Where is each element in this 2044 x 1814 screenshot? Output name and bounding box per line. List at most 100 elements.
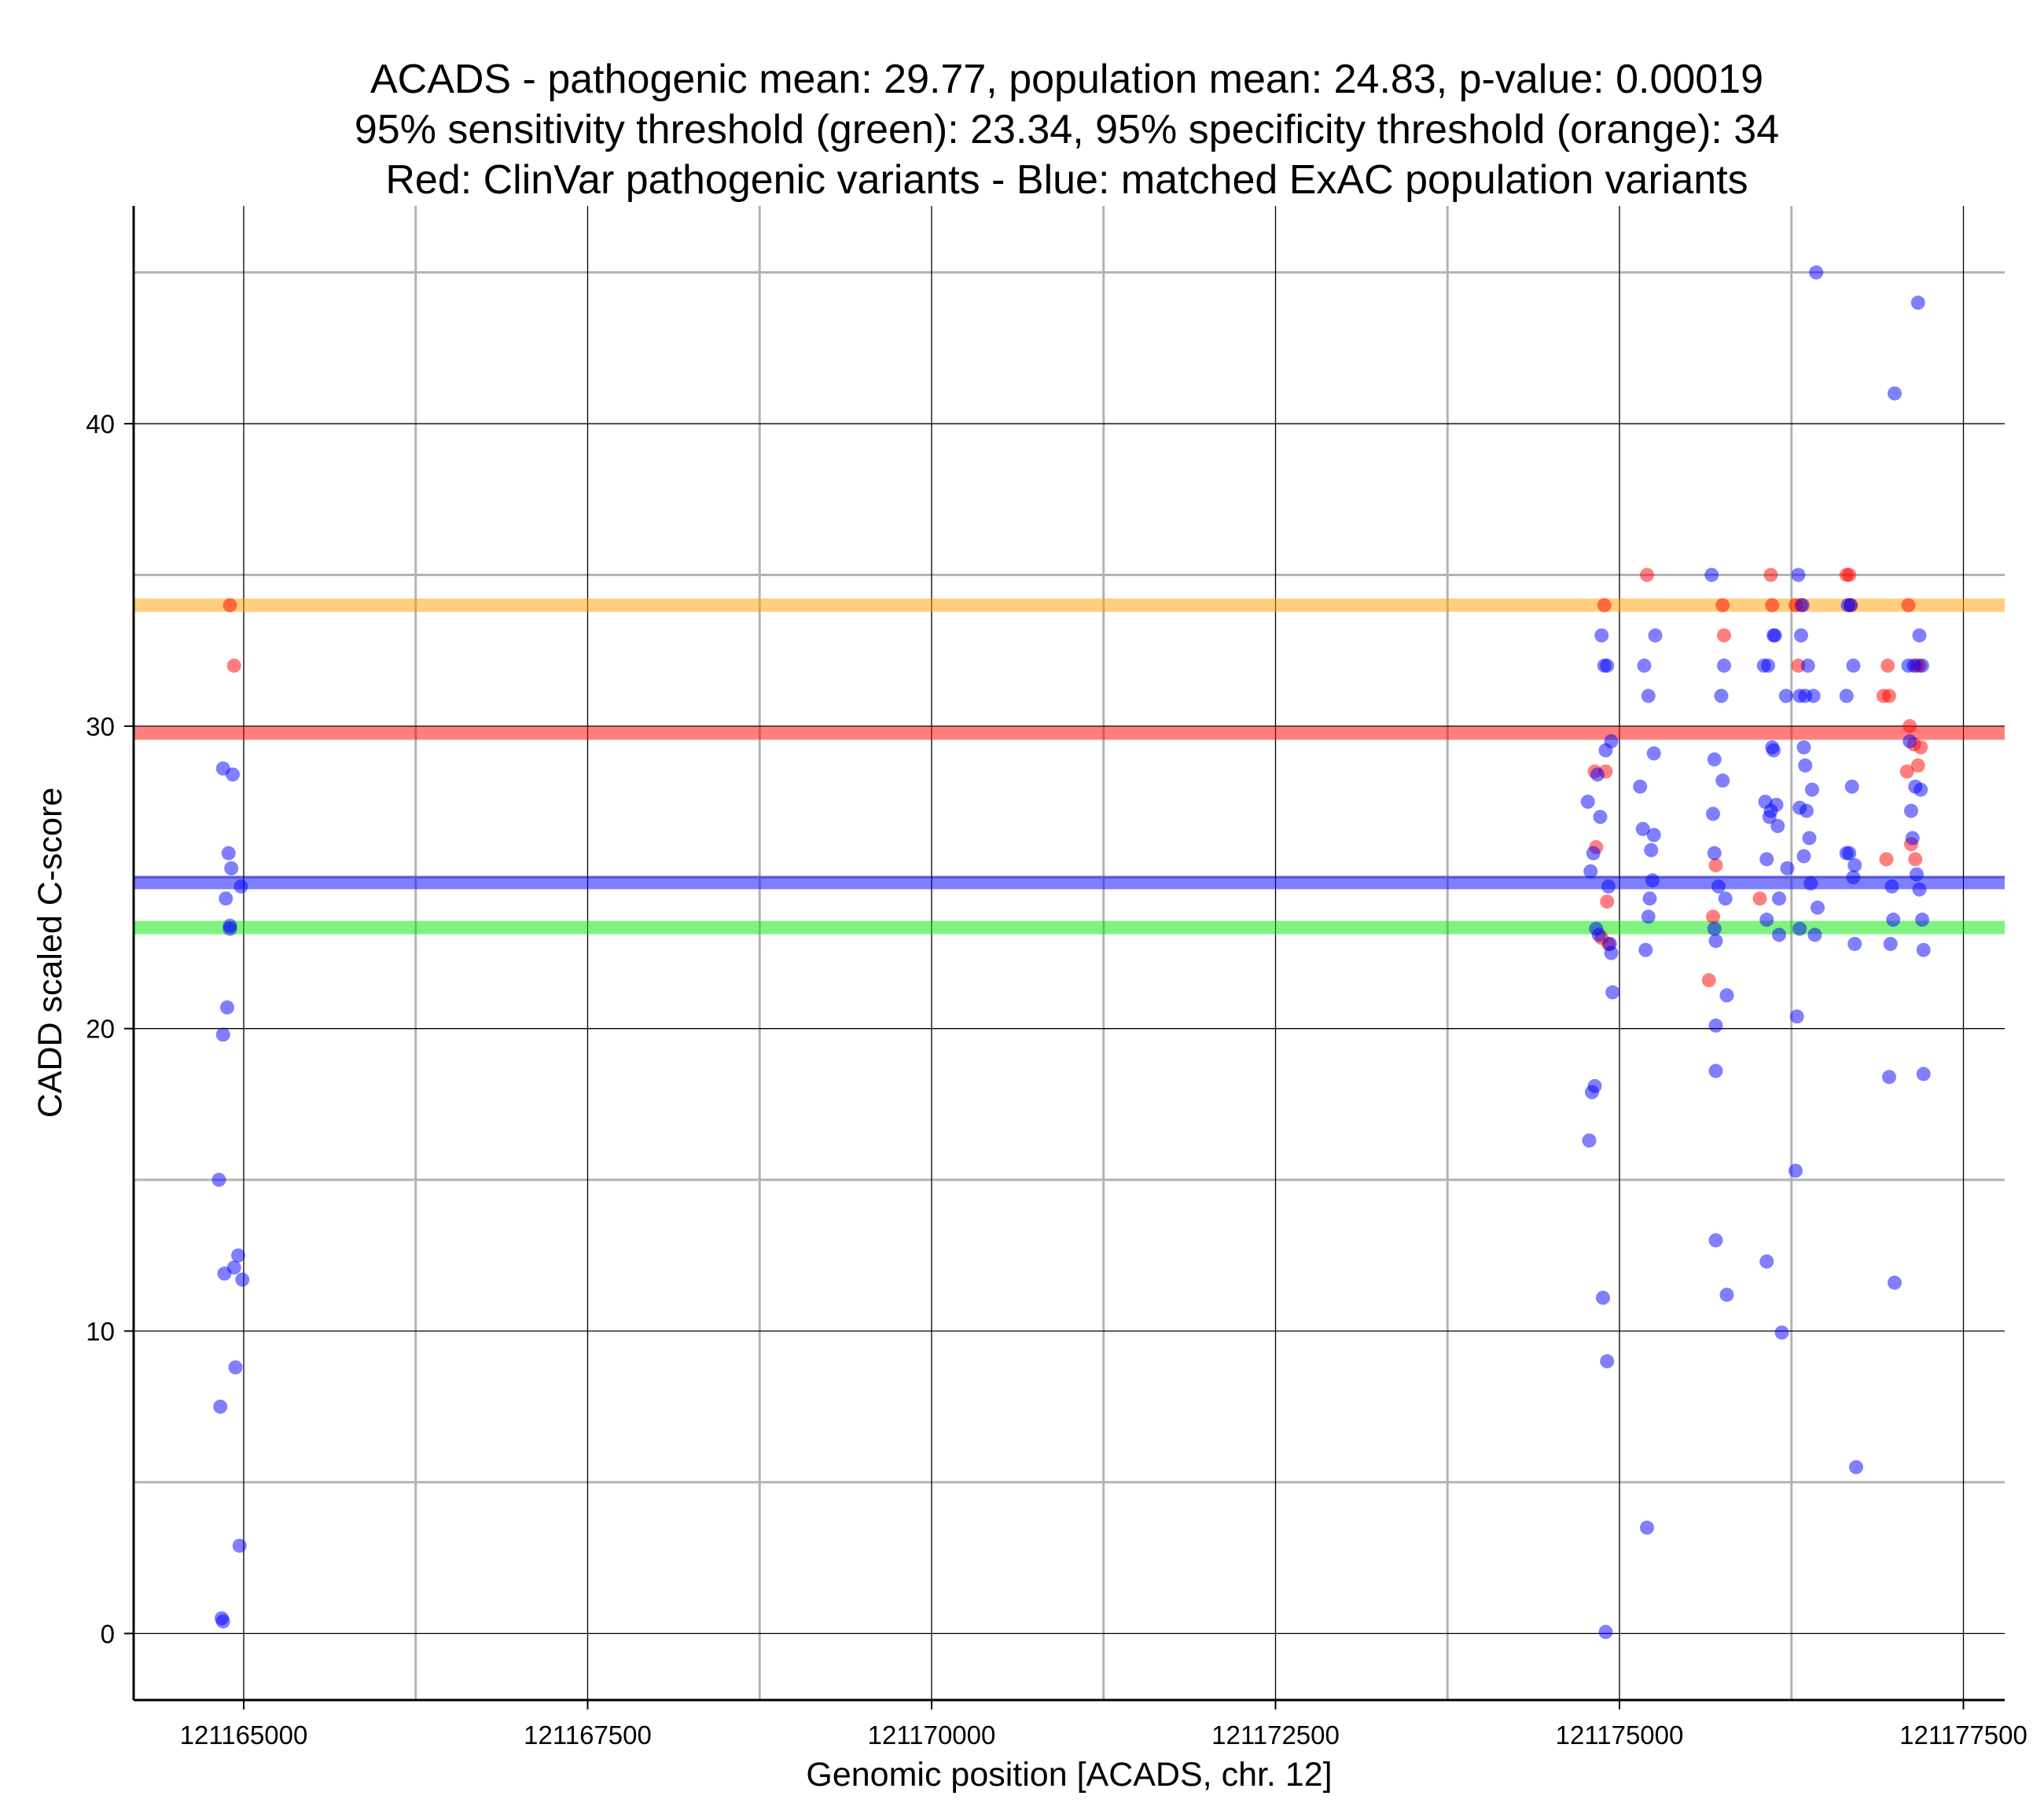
population-point: [1847, 936, 1862, 951]
population-point: [1910, 867, 1924, 882]
population-point: [1644, 843, 1659, 857]
population-point: [1719, 1287, 1734, 1302]
population-point: [232, 1538, 247, 1553]
population-point: [1842, 846, 1857, 861]
y-axis-ticks: 0 10 20 30 40: [86, 409, 134, 1648]
population-point: [1600, 1354, 1615, 1369]
population-point: [228, 1360, 243, 1375]
population-point: [1774, 1325, 1789, 1340]
population-point: [215, 1027, 230, 1042]
population-point: [1916, 942, 1931, 957]
population-point: [235, 1272, 250, 1287]
x-axis-title: Genomic position [ACADS, chr. 12]: [806, 1756, 1332, 1794]
population-point: [1800, 658, 1815, 673]
population-point: [1598, 1625, 1613, 1640]
population-point: [224, 861, 239, 876]
population-point: [1604, 734, 1619, 749]
pathogenic-point: [1899, 764, 1914, 779]
population-point: [1604, 946, 1619, 960]
population-point: [1915, 658, 1929, 673]
population-point: [1645, 873, 1660, 888]
population-point: [1791, 567, 1806, 582]
chart-title: ACADS - pathogenic mean: 29.77, populati…: [355, 57, 1779, 203]
population-point: [1884, 879, 1899, 894]
data-points: [211, 265, 1931, 1640]
population-point: [1802, 831, 1817, 846]
population-point: [1883, 936, 1898, 951]
population-point: [213, 1399, 228, 1414]
population-point: [1916, 1067, 1931, 1081]
x-tick-label: 121177500: [1899, 1720, 2027, 1750]
population-point: [1640, 1520, 1654, 1535]
population-point: [211, 1173, 226, 1188]
population-point: [1708, 934, 1723, 949]
x-tick-label: 121167500: [524, 1720, 652, 1750]
population-point: [1708, 1233, 1723, 1248]
pathogenic-point: [1901, 597, 1916, 612]
pathogenic-point: [1715, 597, 1730, 612]
population-point: [1759, 913, 1774, 927]
population-point: [1641, 909, 1656, 924]
population-point: [1800, 803, 1814, 818]
population-point: [1915, 913, 1929, 927]
population-point: [226, 767, 240, 782]
population-point: [1769, 797, 1784, 812]
population-point: [1717, 658, 1731, 673]
x-axis-ticks: 121165000 121167500 121170000 121172500 1211…: [180, 1700, 2027, 1750]
population-point: [1806, 689, 1821, 703]
population-point: [1796, 740, 1811, 755]
title-line-2: 95% sensitivity threshold (green): 23.34…: [355, 107, 1779, 152]
population-point: [1809, 265, 1824, 280]
population-point: [1707, 921, 1722, 936]
population-point: [1707, 752, 1722, 767]
population-point: [1846, 870, 1861, 885]
population-point: [1905, 831, 1920, 846]
population-point: [1766, 743, 1781, 758]
population-point: [1600, 658, 1615, 673]
population-point: [1844, 779, 1859, 794]
pathogenic-point: [1765, 597, 1780, 612]
population-point: [219, 891, 233, 906]
population-point: [1633, 779, 1648, 794]
population-point: [1590, 767, 1605, 782]
population-point: [1708, 1018, 1723, 1033]
population-point: [1711, 879, 1726, 894]
axes: [132, 206, 2005, 1702]
population-point: [1596, 1291, 1610, 1305]
title-line-1: ACADS - pathogenic mean: 29.77, populati…: [370, 57, 1763, 102]
y-tick-label: 30: [86, 712, 115, 741]
population-point: [226, 1260, 241, 1275]
population-point: [1759, 852, 1774, 867]
population-point: [231, 1248, 245, 1263]
population-point: [1714, 689, 1729, 703]
population-point: [1719, 988, 1734, 1003]
pathogenic-point: [1640, 567, 1654, 582]
population-point: [215, 1614, 230, 1629]
population-point: [1846, 658, 1861, 673]
pathogenic-point: [1763, 567, 1778, 582]
population-point: [1580, 795, 1595, 810]
pathogenic-point: [1597, 597, 1612, 612]
population-point: [1706, 806, 1720, 821]
population-point: [1805, 782, 1819, 797]
population-point: [1913, 782, 1928, 797]
population-point: [1803, 876, 1818, 890]
pathogenic-point: [1902, 718, 1917, 733]
population-point: [1601, 879, 1616, 894]
population-point: [1795, 597, 1810, 612]
population-point: [1642, 891, 1657, 906]
population-point: [1888, 1275, 1902, 1290]
population-point: [1646, 828, 1661, 843]
population-point: [1591, 927, 1606, 942]
population-point: [1718, 891, 1733, 906]
population-point: [1582, 1133, 1597, 1148]
pathogenic-point: [1879, 852, 1894, 867]
population-point: [1715, 773, 1730, 788]
population-point: [1849, 1460, 1863, 1474]
pathogenic-point: [1752, 891, 1767, 906]
population-point: [1794, 628, 1808, 643]
pathogenic-point: [222, 597, 237, 612]
population-point: [233, 879, 248, 894]
population-point: [1888, 386, 1902, 401]
